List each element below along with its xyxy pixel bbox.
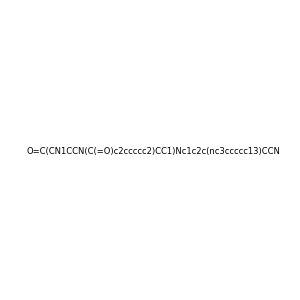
Text: O=C(CN1CCN(C(=O)c2ccccc2)CC1)Nc1c2c(nc3ccccc13)CCN: O=C(CN1CCN(C(=O)c2ccccc2)CC1)Nc1c2c(nc3c… — [27, 147, 281, 156]
